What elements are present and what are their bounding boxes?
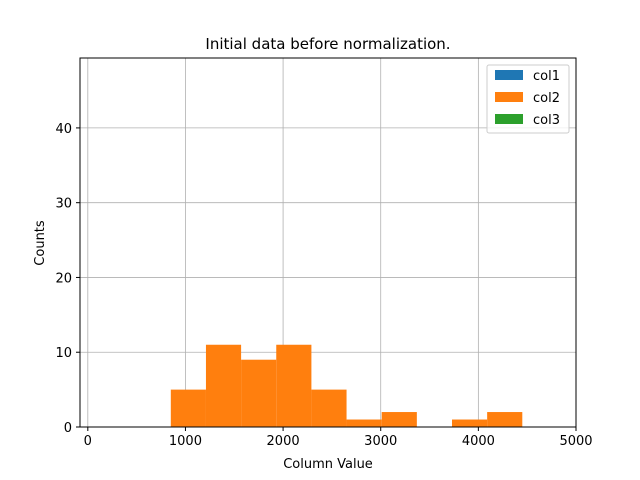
x-tick-label: 5000 [559,434,592,449]
col2-bar [170,389,206,427]
x-tick-label: 4000 [462,434,495,449]
x-tick-label: 2000 [267,434,300,449]
col2-bar [452,419,488,427]
x-axis-label: Column Value [283,457,373,472]
legend-swatch-col2 [495,92,523,102]
y-tick-label: 30 [55,197,72,212]
col2-bar [276,344,312,427]
col2-bar [381,412,417,427]
legend-label-col1: col1 [533,69,560,84]
col2-bar [205,344,242,427]
y-axis-label: Counts [33,220,48,266]
chart-title: Initial data before normalization. [205,35,450,53]
col2-bar [311,389,347,427]
x-tick-label: 0 [84,434,92,449]
y-tick-label: 20 [55,271,72,286]
y-axis-ticks: 0 10 20 30 40 [55,122,80,436]
y-tick-label: 10 [55,346,72,361]
col2-bar [346,419,382,427]
legend: col1 col2 col3 [486,64,570,134]
legend-label-col2: col2 [533,91,560,106]
x-tick-label: 1000 [169,434,202,449]
x-axis-ticks: 0 1000 2000 3000 4000 5000 [84,427,593,449]
legend-swatch-col3 [495,114,523,124]
legend-label-col3: col3 [533,113,560,128]
x-tick-label: 3000 [364,434,397,449]
bars [170,344,523,427]
plot-frame [79,57,577,428]
y-tick-label: 40 [55,122,72,137]
col2-bar [241,359,277,427]
legend-swatch-col1 [495,70,523,80]
y-tick-label: 0 [64,421,72,436]
col2-bar [487,412,523,427]
